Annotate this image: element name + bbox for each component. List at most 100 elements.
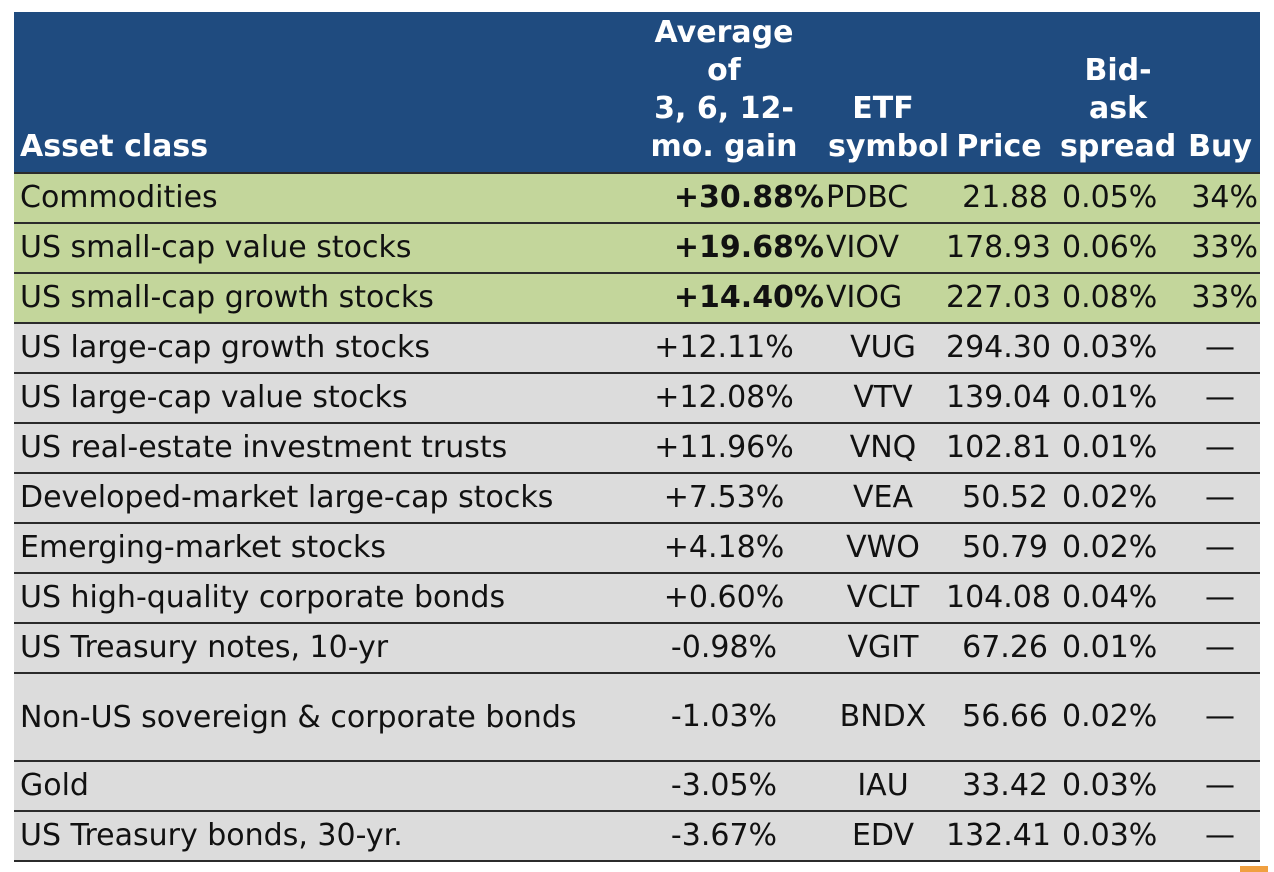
symbol-cell: VCLT (824, 573, 942, 624)
gain-cell: -3.05% (624, 761, 824, 812)
buy-cell: 34% (1180, 173, 1260, 224)
table-row: US high-quality corporate bonds +0.60% V… (14, 573, 1260, 624)
buy-cell: — (1180, 523, 1260, 574)
price-cell: 67.26 (942, 623, 1056, 674)
table-row: US small-cap value stocks +19.68% VIOV 1… (14, 223, 1260, 274)
asset-cell: US large-cap value stocks (14, 373, 624, 424)
price-cell: 102.81 (942, 423, 1056, 474)
table-row: US small-cap growth stocks +14.40% VIOG … (14, 273, 1260, 324)
asset-cell: Non-US sovereign & corporate bonds (14, 673, 624, 762)
symbol-cell: BNDX (824, 673, 942, 762)
asset-cell: US Treasury bonds, 30-yr. (14, 811, 624, 862)
gain-cell: +19.68% (624, 223, 824, 274)
asset-cell: Emerging-market stocks (14, 523, 624, 574)
spread-cell: 0.01% (1056, 423, 1180, 474)
buy-cell: — (1180, 673, 1260, 762)
buy-cell: 33% (1180, 223, 1260, 274)
gain-cell: +30.88% (624, 173, 824, 224)
symbol-cell: VIOV (824, 223, 942, 274)
gain-cell: +14.40% (624, 273, 824, 324)
spread-cell: 0.02% (1056, 523, 1180, 574)
gain-cell: -3.67% (624, 811, 824, 862)
header-buy: Buy (1180, 12, 1260, 174)
price-cell: 139.04 (942, 373, 1056, 424)
price-cell: 33.42 (942, 761, 1056, 812)
gain-cell: +7.53% (624, 473, 824, 524)
spread-cell: 0.01% (1056, 623, 1180, 674)
header-etf-line-1: ETF (852, 91, 914, 126)
price-cell: 132.41 (942, 811, 1056, 862)
header-etf-symbol: ETF symbol (824, 12, 950, 174)
buy-cell: 33% (1180, 273, 1260, 324)
asset-cell: US Treasury notes, 10-yr (14, 623, 624, 674)
header-asset-class-label: Asset class (20, 129, 209, 164)
price-cell: 104.08 (942, 573, 1056, 624)
symbol-cell: VUG (824, 323, 942, 374)
price-cell: 294.30 (942, 323, 1056, 374)
header-spread: Bid- ask spread (1056, 12, 1180, 174)
price-cell: 50.79 (942, 523, 1056, 574)
header-buy-label: Buy (1188, 129, 1252, 164)
price-cell: 21.88 (942, 173, 1056, 224)
asset-cell: US small-cap value stocks (14, 223, 624, 274)
symbol-cell: EDV (824, 811, 942, 862)
asset-allocation-table: Asset class Average of 3, 6, 12- mo. gai… (14, 12, 1260, 862)
price-cell: 178.93 (942, 223, 1056, 274)
asset-cell: US real-estate investment trusts (14, 423, 624, 474)
symbol-cell: IAU (824, 761, 942, 812)
asset-cell: US large-cap growth stocks (14, 323, 624, 374)
table-header: Asset class Average of 3, 6, 12- mo. gai… (14, 12, 1260, 174)
asset-cell: US high-quality corporate bonds (14, 573, 624, 624)
spread-cell: 0.06% (1056, 223, 1180, 274)
gain-cell: +12.08% (624, 373, 824, 424)
spread-cell: 0.02% (1056, 473, 1180, 524)
header-etf-line-2: symbol (828, 129, 950, 164)
spread-cell: 0.08% (1056, 273, 1180, 324)
symbol-cell: VEA (824, 473, 942, 524)
header-spread-line-2: ask (1088, 91, 1148, 126)
table-row: US Treasury bonds, 30-yr. -3.67% EDV 132… (14, 811, 1260, 862)
spread-cell: 0.02% (1056, 673, 1180, 762)
price-cell: 50.52 (942, 473, 1056, 524)
symbol-cell: VIOG (824, 273, 942, 324)
symbol-cell: PDBC (824, 173, 942, 224)
symbol-cell: VGIT (824, 623, 942, 674)
asset-cell: Developed-market large-cap stocks (14, 473, 624, 524)
buy-cell: — (1180, 573, 1260, 624)
table-row: Gold -3.05% IAU 33.42 0.03% — (14, 761, 1260, 812)
asset-cell: Gold (14, 761, 624, 812)
buy-cell: — (1180, 373, 1260, 424)
spread-cell: 0.03% (1056, 323, 1180, 374)
spread-cell: 0.03% (1056, 761, 1180, 812)
table-row: Non-US sovereign & corporate bonds -1.03… (14, 673, 1260, 762)
header-spread-line-1: Bid- (1084, 53, 1152, 88)
table-row: US Treasury notes, 10-yr -0.98% VGIT 67.… (14, 623, 1260, 674)
gain-cell: +4.18% (624, 523, 824, 574)
gain-cell: -0.98% (624, 623, 824, 674)
table-row: Emerging-market stocks +4.18% VWO 50.79 … (14, 523, 1260, 574)
gain-cell: -1.03% (624, 673, 824, 762)
table-row: Commodities +30.88% PDBC 21.88 0.05% 34% (14, 173, 1260, 224)
table-body: Commodities +30.88% PDBC 21.88 0.05% 34%… (14, 173, 1260, 862)
symbol-cell: VNQ (824, 423, 942, 474)
corner-decoration (1240, 866, 1268, 872)
header-gain: Average of 3, 6, 12- mo. gain (624, 12, 824, 174)
spread-cell: 0.03% (1056, 811, 1180, 862)
header-gain-line-4: mo. gain (650, 129, 798, 164)
header-gain-line-3: 3, 6, 12- (654, 91, 794, 126)
price-cell: 227.03 (942, 273, 1056, 324)
header-row: Asset class Average of 3, 6, 12- mo. gai… (14, 12, 1260, 174)
buy-cell: — (1180, 323, 1260, 374)
asset-cell: Commodities (14, 173, 624, 224)
symbol-cell: VWO (824, 523, 942, 574)
buy-cell: — (1180, 761, 1260, 812)
table-row: Developed-market large-cap stocks +7.53%… (14, 473, 1260, 524)
gain-cell: +12.11% (624, 323, 824, 374)
header-asset-class: Asset class (14, 12, 624, 174)
table-row: US large-cap value stocks +12.08% VTV 13… (14, 373, 1260, 424)
asset-table-container: Asset class Average of 3, 6, 12- mo. gai… (14, 12, 1260, 862)
header-gain-line-2: of (707, 53, 741, 88)
spread-cell: 0.01% (1056, 373, 1180, 424)
price-cell: 56.66 (942, 673, 1056, 762)
buy-cell: — (1180, 423, 1260, 474)
